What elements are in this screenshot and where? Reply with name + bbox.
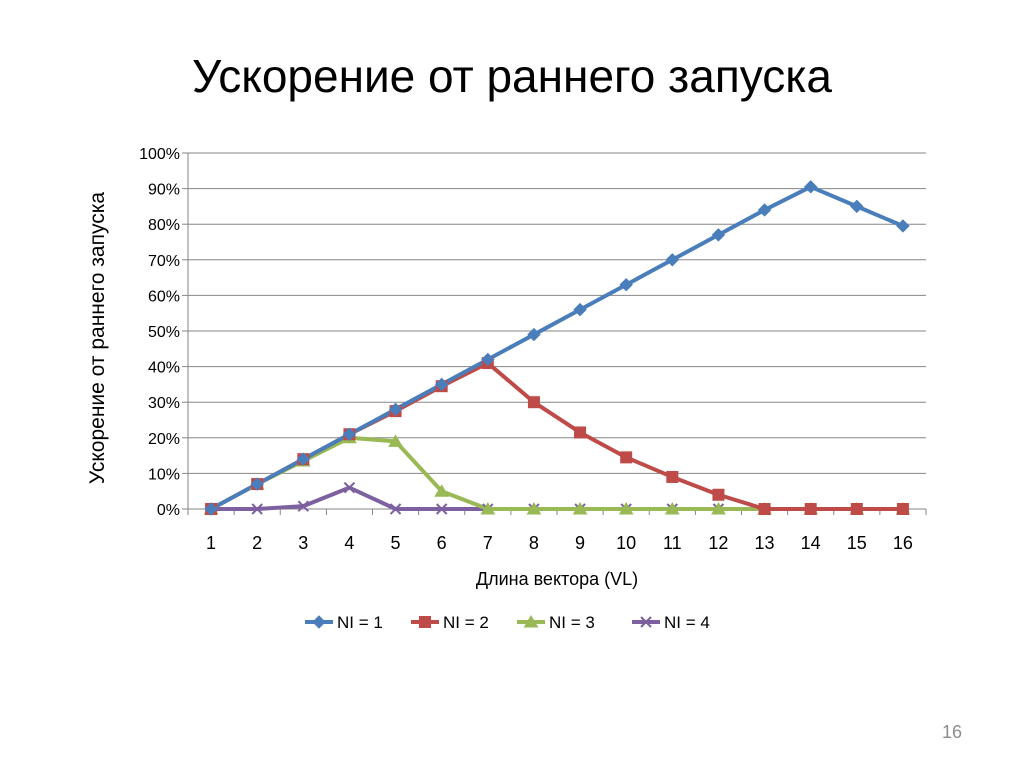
x-tick-label: 4 <box>344 533 354 553</box>
data-point-ni-2 <box>574 426 587 439</box>
data-point-ni-1 <box>342 427 357 441</box>
y-axis-label: Ускорение от раннего запуска <box>86 192 109 484</box>
x-tick-label: 16 <box>893 533 913 553</box>
y-tick-label: 40% <box>148 360 180 377</box>
legend-label: NI = 4 <box>664 613 710 632</box>
data-point-ni-1 <box>388 402 403 417</box>
data-point-ni-1 <box>711 228 726 242</box>
data-point-ni-1 <box>850 199 864 214</box>
data-point-ni-1 <box>250 477 264 491</box>
data-point-ni-3 <box>434 484 450 497</box>
x-tick-label: 14 <box>801 533 821 553</box>
x-tick-label: 2 <box>252 533 262 553</box>
legend-label: NI = 2 <box>443 613 489 632</box>
data-point-ni-4 <box>251 503 263 515</box>
x-tick-label: 3 <box>298 533 308 553</box>
data-point-ni-3 <box>526 502 542 515</box>
data-point-ni-3 <box>572 502 588 515</box>
slide-number: 16 <box>941 722 962 742</box>
legend-marker <box>523 615 539 628</box>
data-point-ni-3 <box>664 502 680 515</box>
data-point-ni-4 <box>297 500 310 512</box>
data-point-ni-4 <box>343 481 356 494</box>
y-tick-label: 30% <box>148 395 180 412</box>
data-point-ni-2 <box>758 503 771 515</box>
legend-label: NI = 1 <box>337 613 383 632</box>
y-tick-label: 80% <box>148 217 180 234</box>
x-tick-label: 11 <box>663 533 682 553</box>
data-point-ni-2 <box>620 451 633 464</box>
y-tick-label: 50% <box>148 324 180 341</box>
data-point-ni-4 <box>389 503 402 515</box>
y-tick-label: 100% <box>139 146 180 163</box>
y-tick-label: 20% <box>148 431 180 448</box>
data-point-ni-1 <box>573 302 587 317</box>
legend-label: NI = 3 <box>549 613 595 632</box>
data-point-ni-1 <box>619 278 633 292</box>
data-point-ni-3 <box>711 502 726 515</box>
data-point-ni-1 <box>757 203 772 217</box>
x-tick-label: 6 <box>437 533 447 553</box>
data-point-ni-1 <box>296 452 311 466</box>
data-point-ni-2 <box>666 470 679 483</box>
data-point-ni-1 <box>527 327 541 342</box>
data-point-ni-1 <box>896 219 910 233</box>
x-tick-label: 8 <box>529 533 539 553</box>
x-tick-label: 15 <box>847 533 867 553</box>
y-tick-label: 10% <box>148 466 180 483</box>
data-point-ni-2 <box>804 503 817 515</box>
data-point-ni-2 <box>850 503 863 515</box>
legend-item-ni-1: NI = 1 <box>305 613 383 632</box>
legend: NI = 1 NI = 2 NI = 3 NI = 4 <box>305 613 710 632</box>
data-point-ni-1 <box>481 352 495 367</box>
series-lines <box>209 184 905 511</box>
x-tick-labels: 1 2 3 4 5 6 7 8 9 10 11 12 13 14 15 16 <box>206 533 913 553</box>
x-axis-label: Длина вектора (VL) <box>476 569 638 589</box>
data-point-ni-1 <box>803 180 818 194</box>
x-tick-label: 9 <box>575 533 585 553</box>
y-tick-labels: 0% 10% 20% 30% 40% 50% 60% 70% 80% 90% 100% <box>139 146 180 519</box>
data-point-ni-1 <box>434 377 449 392</box>
y-tick-label: 60% <box>148 288 180 305</box>
data-point-ni-4 <box>435 503 448 515</box>
x-tick-label: 5 <box>391 533 401 553</box>
grid-lines <box>182 152 926 510</box>
x-tick-label: 12 <box>708 533 728 553</box>
data-point-ni-2 <box>896 503 909 515</box>
slide-title: Ускорение от раннего запуска <box>192 50 832 102</box>
legend-marker <box>312 615 326 629</box>
data-point-ni-1 <box>204 502 218 516</box>
x-tick-label: 1 <box>206 533 216 553</box>
legend-item-ni-3: NI = 3 <box>517 613 595 632</box>
series-markers <box>203 180 911 516</box>
x-tick-label: 7 <box>483 533 493 553</box>
x-tick-label: 13 <box>755 533 775 553</box>
data-point-ni-3 <box>618 502 634 515</box>
y-tick-label: 90% <box>148 182 180 199</box>
series-line-ni-1 <box>209 184 905 511</box>
x-tick-label: 10 <box>616 533 636 553</box>
series-line-ni-4 <box>209 485 905 511</box>
legend-item-ni-2: NI = 2 <box>411 613 489 632</box>
data-point-ni-2 <box>712 488 725 501</box>
legend-item-ni-4: NI = 4 <box>632 613 710 632</box>
data-point-ni-1 <box>665 253 680 267</box>
legend-marker <box>640 616 652 628</box>
legend-marker <box>419 616 431 628</box>
y-tick-label: 0% <box>157 502 180 519</box>
data-point-ni-3 <box>480 502 496 515</box>
y-tick-label: 70% <box>148 253 180 270</box>
series-line-ni-2 <box>209 361 905 511</box>
data-point-ni-3 <box>388 434 403 447</box>
data-point-ni-2 <box>527 396 540 409</box>
